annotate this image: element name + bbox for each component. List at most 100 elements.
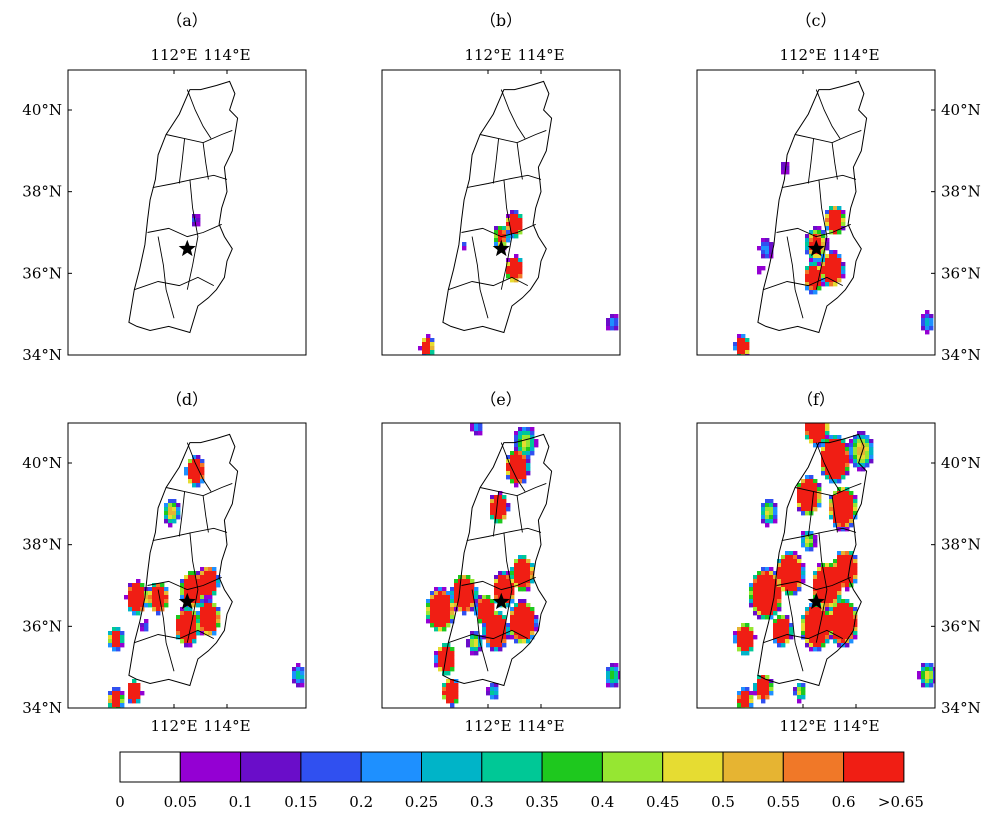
field-cell	[450, 703, 455, 708]
field-cell	[120, 631, 125, 636]
x-tick-label: 112°E	[464, 46, 511, 64]
field-cell	[769, 591, 774, 596]
field-cell	[140, 623, 145, 628]
field-cell	[753, 579, 758, 584]
field-cell	[614, 663, 619, 668]
field-cell	[176, 507, 181, 512]
field-cell	[136, 607, 141, 612]
field-cell	[813, 262, 818, 267]
field-cell	[140, 587, 145, 592]
field-cell	[829, 563, 834, 568]
field-cell	[514, 210, 519, 215]
field-cell	[841, 262, 846, 267]
field-cell	[296, 671, 301, 676]
field-cell	[801, 531, 806, 536]
field-cell	[813, 503, 818, 508]
field-cell	[196, 611, 201, 616]
field-cell	[797, 583, 802, 588]
field-cell	[164, 519, 169, 524]
field-cell	[761, 503, 766, 508]
field-cell	[494, 595, 499, 600]
field-cell	[506, 623, 511, 628]
field-cell	[741, 651, 746, 656]
field-cell	[498, 579, 503, 584]
field-cell	[761, 603, 766, 608]
field-cell	[422, 342, 427, 347]
field-cell	[442, 595, 447, 600]
field-cell	[510, 262, 515, 267]
district-boundary	[466, 174, 542, 189]
field-cell	[829, 575, 834, 580]
field-cell	[196, 575, 201, 580]
district-boundary	[807, 138, 815, 184]
field-cell	[817, 567, 822, 572]
field-cell	[817, 242, 822, 247]
field-cell	[514, 619, 519, 624]
field-cell	[849, 443, 854, 448]
field-cell	[522, 579, 527, 584]
field-cell	[510, 579, 515, 584]
field-cell	[825, 603, 830, 608]
field-cell	[526, 619, 531, 624]
field-cell	[208, 579, 213, 584]
field-cell	[180, 631, 185, 636]
field-cell	[200, 603, 205, 608]
field-cell	[837, 258, 842, 263]
field-cell	[136, 687, 141, 692]
field-cell	[530, 427, 535, 432]
field-cell	[837, 270, 842, 275]
field-cell	[849, 575, 854, 580]
field-cell	[925, 663, 930, 668]
field-cell	[522, 443, 527, 448]
field-cell	[430, 338, 435, 343]
field-cell	[116, 647, 121, 652]
field-cell	[140, 691, 145, 696]
field-cell	[849, 635, 854, 640]
field-cell	[200, 571, 205, 576]
field-cell	[761, 246, 766, 251]
district-boundary	[186, 532, 199, 643]
field-cell	[833, 222, 838, 227]
field-cell	[482, 615, 487, 620]
field-cell	[518, 262, 523, 267]
field-cell	[785, 635, 790, 640]
field-cell	[749, 587, 754, 592]
field-cell	[522, 447, 527, 452]
field-cell	[757, 266, 762, 271]
field-cell	[212, 603, 217, 608]
field-cell	[845, 467, 850, 472]
field-cell	[849, 503, 854, 508]
field-cell	[781, 563, 786, 568]
field-cell	[610, 314, 615, 319]
field-cell	[777, 607, 782, 612]
field-cell	[458, 591, 463, 596]
field-cell	[829, 635, 834, 640]
field-cell	[785, 619, 790, 624]
field-cell	[486, 607, 491, 612]
field-cell	[765, 523, 770, 528]
field-cell	[797, 571, 802, 576]
field-cell	[200, 607, 205, 612]
district-boundary	[763, 629, 844, 644]
field-cell	[825, 246, 830, 251]
field-cell	[506, 591, 511, 596]
field-cell	[761, 691, 766, 696]
field-cell	[486, 623, 491, 628]
field-cell	[809, 531, 814, 536]
field-cell	[518, 571, 523, 576]
field-cell	[292, 667, 297, 672]
field-cell	[809, 274, 814, 279]
field-cell	[188, 639, 193, 644]
x-tick-label: 114°E	[203, 46, 250, 64]
field-cell	[514, 266, 519, 271]
field-cell	[514, 278, 519, 283]
field-cell	[498, 491, 503, 496]
field-cell	[845, 611, 850, 616]
field-cell	[745, 350, 750, 355]
field-cell	[765, 687, 770, 692]
field-cell	[825, 579, 830, 584]
field-cell	[212, 623, 217, 628]
field-cell	[821, 467, 826, 472]
field-cell	[116, 639, 121, 644]
field-cell	[442, 643, 447, 648]
